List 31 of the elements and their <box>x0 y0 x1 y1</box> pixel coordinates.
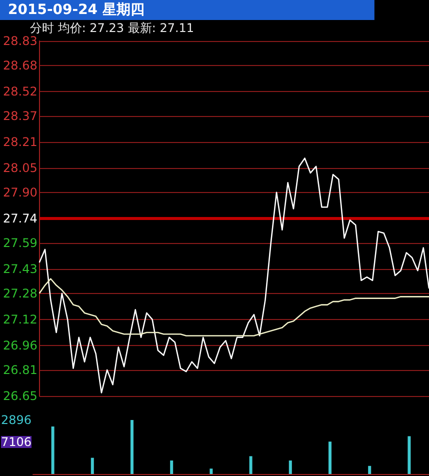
annotation: 7106 <box>1 435 32 449</box>
y-tick-label: 28.05 <box>2 161 38 176</box>
y-tick-label: 28.37 <box>2 108 38 123</box>
bar <box>328 442 332 474</box>
bar <box>90 458 94 474</box>
bar <box>130 420 134 474</box>
chart-subtitle: 分时 均价: 27.23 最新: 27.11 <box>30 21 194 35</box>
bar <box>210 468 213 474</box>
line-series <box>38 158 429 394</box>
y-tick-label: 27.74 <box>2 212 38 226</box>
bar <box>51 426 54 474</box>
y-tick-label: 28.21 <box>2 134 38 149</box>
line-series <box>38 278 429 336</box>
y-tick-label: 26.96 <box>2 338 38 353</box>
y-tick-label: 27.43 <box>2 262 38 276</box>
bar <box>288 460 292 474</box>
y-tick-label: 27.59 <box>2 236 38 250</box>
annotation: 2896 <box>1 413 32 427</box>
chart-title: 2015-09-24 星期四 <box>8 2 144 18</box>
bar <box>368 466 372 474</box>
y-tick-label: 26.65 <box>2 389 38 403</box>
y-tick-label: 28.52 <box>2 84 38 98</box>
y-tick-label: 27.12 <box>2 312 38 326</box>
y-tick-label: 27.28 <box>2 286 38 300</box>
bar <box>249 456 252 474</box>
y-tick-label: 28.68 <box>2 58 38 72</box>
y-tick-label: 28.83 <box>2 34 38 48</box>
y-tick-label: 27.90 <box>2 185 38 200</box>
y-tick-label: 26.81 <box>2 362 38 377</box>
bar <box>408 436 411 474</box>
bar <box>170 460 174 474</box>
